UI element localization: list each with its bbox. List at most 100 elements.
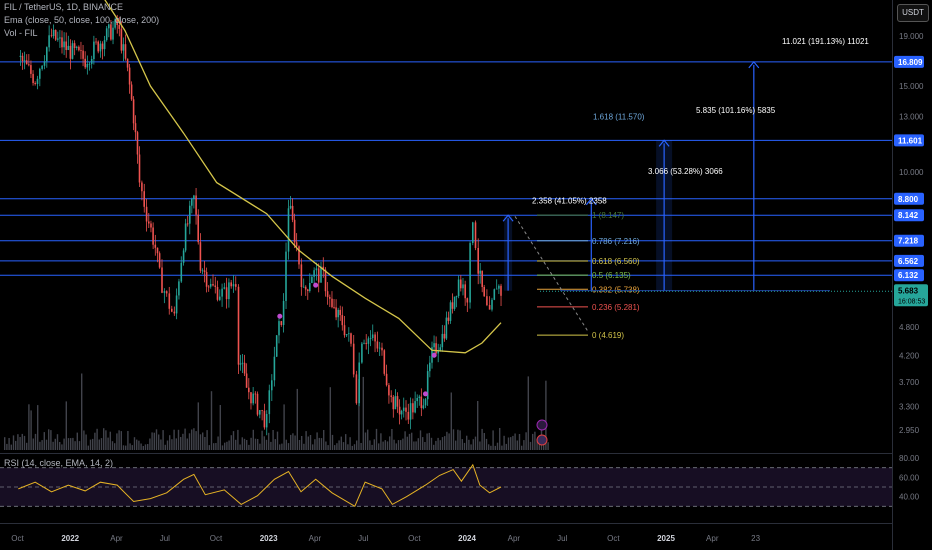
volume-legend[interactable]: Vol - FIL xyxy=(4,28,38,38)
candle-body xyxy=(275,335,278,357)
volume-bar xyxy=(494,445,496,450)
volume-bar xyxy=(331,434,334,450)
volume-bar xyxy=(468,439,470,450)
volume-bar xyxy=(21,433,23,450)
candle-body xyxy=(460,279,462,289)
candle-body xyxy=(195,195,197,215)
time-axis-tick: Oct xyxy=(607,534,620,543)
candle-body xyxy=(295,242,298,247)
volume-bar xyxy=(358,379,360,450)
symbol-legend[interactable]: FIL / TetherUS, 1D, BINANCE xyxy=(4,2,124,12)
volume-bar xyxy=(235,439,237,450)
candle-body xyxy=(261,410,263,411)
rsi-axis-tick: 80.00 xyxy=(899,454,920,463)
candle-body xyxy=(400,410,403,415)
volume-bar xyxy=(48,429,50,450)
candle-body xyxy=(88,63,91,65)
volume-bar xyxy=(316,432,318,450)
candle-body xyxy=(199,242,202,271)
projection-label: 3.066 (53.28%) 3066 xyxy=(648,167,723,176)
candle-body xyxy=(136,132,139,155)
volume-bar xyxy=(452,429,455,450)
candle-body xyxy=(63,41,65,48)
candle-body xyxy=(228,282,230,300)
candle-body xyxy=(405,407,407,412)
volume-bar xyxy=(314,439,316,450)
ema-legend[interactable]: Ema (close, 50, close, 100, close, 200) xyxy=(4,15,160,25)
volume-bar xyxy=(450,392,452,450)
volume-bar xyxy=(406,436,408,450)
volume-bar xyxy=(122,445,125,450)
fib-level-label: 0 (4.619) xyxy=(592,331,624,340)
price-axis-tick: 15.000 xyxy=(899,82,924,91)
candle-body xyxy=(394,396,397,410)
candle-body xyxy=(221,288,223,297)
candle-body xyxy=(25,60,28,65)
candle-body xyxy=(158,253,161,268)
fib-level-label: 1 (8.147) xyxy=(592,211,624,220)
time-axis-tick: Oct xyxy=(11,534,24,543)
volume-bar xyxy=(81,373,83,450)
volume-bar xyxy=(109,431,111,450)
candle-body xyxy=(207,286,210,288)
candle-body xyxy=(469,243,471,303)
candle-body xyxy=(54,30,57,40)
price-level-badge xyxy=(894,254,924,267)
candle-body xyxy=(214,285,217,287)
candle-body xyxy=(165,291,168,294)
volume-bar xyxy=(127,431,129,450)
volume-bar xyxy=(459,430,461,450)
candle-body xyxy=(186,223,189,225)
volume-bar xyxy=(215,443,217,450)
volume-bar xyxy=(206,430,208,450)
volume-bar xyxy=(290,434,292,450)
volume-bar xyxy=(184,428,186,450)
candle-body xyxy=(134,123,137,133)
candle-body xyxy=(256,393,259,415)
candle-body xyxy=(309,283,311,291)
candle-body xyxy=(122,44,125,51)
candle-body xyxy=(46,47,48,62)
volume-bar xyxy=(195,431,197,450)
candle-body xyxy=(457,279,460,296)
candle-body xyxy=(203,270,206,272)
candle-body xyxy=(483,287,485,297)
candle-body xyxy=(293,219,296,243)
volume-bar xyxy=(461,439,463,450)
volume-bar xyxy=(177,429,180,450)
candle-body xyxy=(388,385,390,396)
volume-bar xyxy=(413,441,415,450)
candle-body xyxy=(110,24,112,40)
time-axis-tick: Oct xyxy=(210,534,223,543)
volume-bar xyxy=(507,437,510,450)
volume-bar xyxy=(455,440,457,450)
projection-band xyxy=(504,215,513,291)
projection-band xyxy=(656,140,673,291)
currency-button[interactable]: USDT xyxy=(897,4,929,22)
volume-bar xyxy=(501,445,503,450)
candle-body xyxy=(145,206,148,222)
projection-label: 11.021 (191.13%) 11021 xyxy=(782,37,869,46)
volume-bar xyxy=(536,439,538,450)
volume-bar xyxy=(496,442,499,450)
volume-bar xyxy=(340,436,342,450)
candle-body xyxy=(486,296,488,306)
time-axis-tick: Apr xyxy=(706,534,719,543)
candle-body xyxy=(156,247,159,254)
volume-bar xyxy=(94,432,96,450)
volume-bar xyxy=(65,401,67,450)
volume-bar xyxy=(391,429,393,450)
time-axis-tick: Apr xyxy=(309,534,322,543)
candle-body xyxy=(36,78,39,84)
volume-bar xyxy=(228,440,230,450)
projection-label: 5.835 (101.16%) 5835 xyxy=(696,106,776,115)
price-axis-tick: 4.800 xyxy=(899,323,920,332)
volume-bar xyxy=(173,429,175,450)
volume-bar xyxy=(155,429,158,450)
volume-bar xyxy=(521,445,523,450)
volume-bar xyxy=(232,431,235,450)
rsi-legend[interactable]: RSI (14, close, EMA, 14, 2) xyxy=(4,458,114,468)
volume-bar xyxy=(294,435,296,450)
volume-bar xyxy=(263,436,265,450)
